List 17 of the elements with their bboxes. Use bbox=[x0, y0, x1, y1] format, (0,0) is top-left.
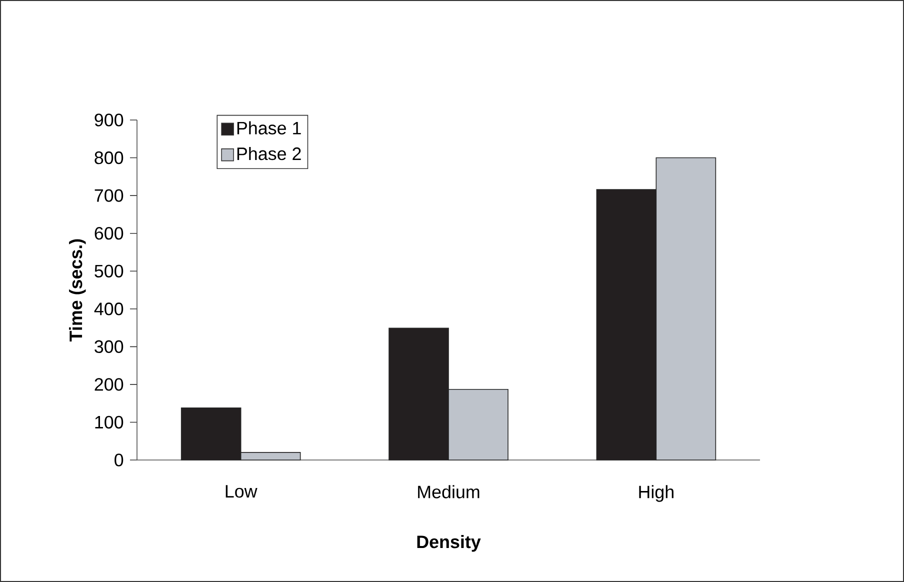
y-tick-label: 900 bbox=[94, 114, 124, 126]
y-axis-title: Time (secs.) bbox=[69, 239, 86, 342]
y-tick-label: 400 bbox=[94, 302, 124, 316]
x-tick-label: Low bbox=[226, 485, 258, 498]
y-tick-label: 0 bbox=[114, 454, 124, 466]
y-tick-label: 200 bbox=[94, 378, 124, 391]
y-tick-label: 100 bbox=[95, 416, 124, 429]
y-tick-label: 700 bbox=[94, 189, 124, 202]
y-tick-label: 300 bbox=[94, 340, 124, 354]
legend-label: Phase 2 bbox=[237, 146, 301, 160]
x-tick-label: High bbox=[639, 485, 674, 502]
x-tick-label: Medium bbox=[418, 485, 480, 498]
y-tick-label: 800 bbox=[94, 151, 124, 164]
x-axis-title: Density bbox=[417, 535, 481, 552]
y-tick-label: 600 bbox=[94, 226, 124, 240]
legend-label: Phase 1 bbox=[237, 121, 301, 134]
y-tick-label: 500 bbox=[94, 264, 124, 278]
